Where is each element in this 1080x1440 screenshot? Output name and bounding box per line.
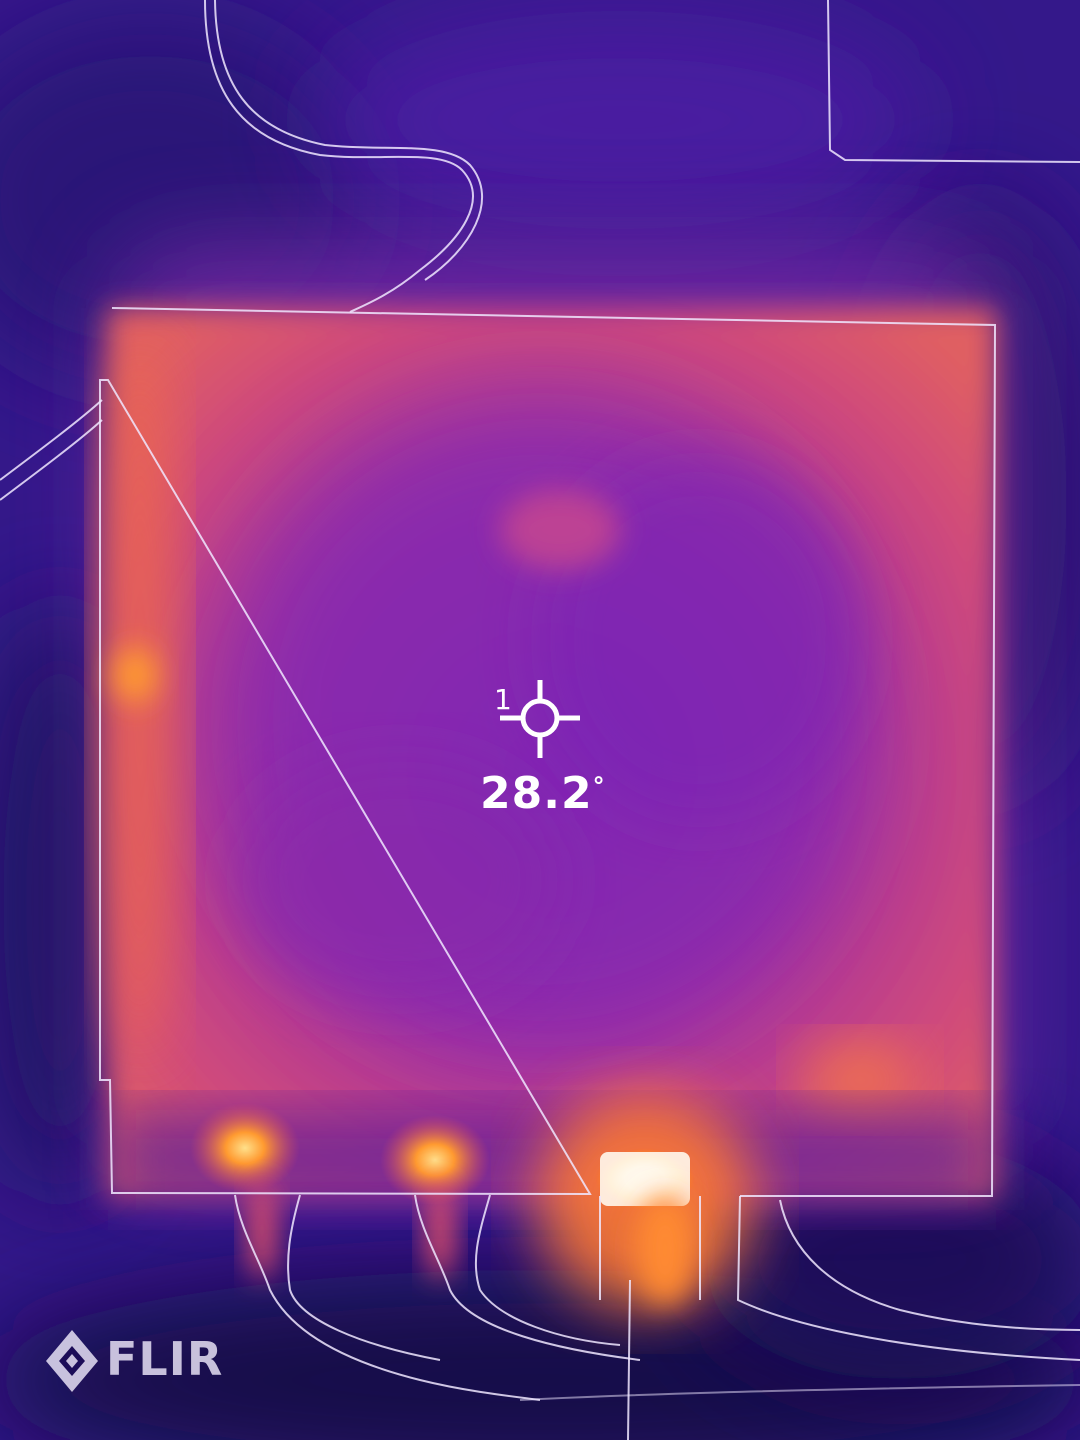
flir-logo: FLIR bbox=[44, 1328, 244, 1398]
right-lower-warm-spot bbox=[800, 1040, 920, 1120]
left-warm-spot bbox=[113, 647, 157, 703]
panel-mottling bbox=[210, 390, 870, 1050]
crosshair-icon bbox=[500, 680, 580, 758]
hot-spot-core bbox=[600, 1152, 690, 1206]
spot-meter-index: 1 bbox=[494, 683, 512, 716]
hot-cable-trail bbox=[635, 1195, 695, 1305]
warm-cable-trail-left bbox=[248, 1180, 276, 1280]
spot-temperature-readout: 28.2° bbox=[480, 772, 606, 816]
temperature-value: 28.2 bbox=[480, 768, 593, 819]
flir-diamond-icon bbox=[46, 1330, 98, 1392]
hot-spot-left bbox=[190, 1103, 300, 1193]
temperature-unit: ° bbox=[592, 772, 606, 800]
warm-cable-trail-middle bbox=[426, 1180, 454, 1280]
flir-logo-text: FLIR bbox=[106, 1332, 224, 1386]
hot-spot-middle bbox=[380, 1115, 490, 1205]
